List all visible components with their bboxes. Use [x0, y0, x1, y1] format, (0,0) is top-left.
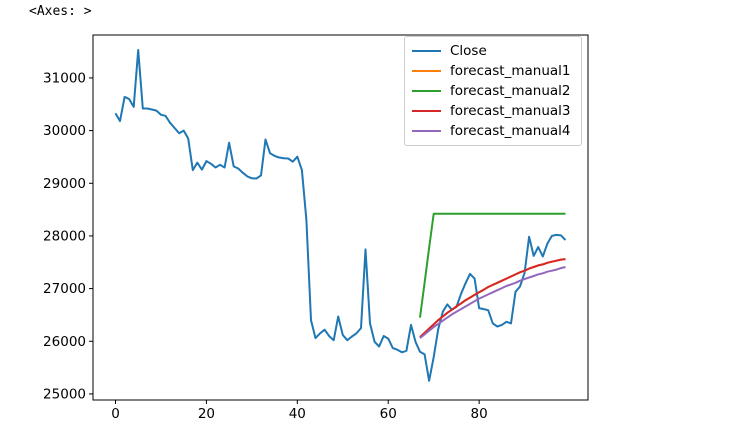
close-line — [114, 49, 567, 382]
y-tick-label: 30000 — [43, 123, 86, 139]
legend-item-close: Close — [412, 42, 573, 59]
y-tick-label: 25000 — [43, 386, 86, 402]
legend-item-forecast-manual3: forecast_manual3 — [412, 102, 573, 119]
y-tick-label: 29000 — [43, 176, 86, 192]
legend-swatch — [412, 110, 441, 112]
legend-swatch — [412, 50, 441, 52]
forecast-manual2-line — [419, 212, 566, 318]
legend-item-forecast-manual2: forecast_manual2 — [412, 82, 573, 99]
legend-swatch — [412, 90, 441, 92]
legend-swatch — [412, 130, 441, 132]
legend-label: forecast_manual3 — [450, 102, 571, 119]
x-tick-label: 0 — [111, 406, 120, 422]
legend-label: forecast_manual2 — [450, 82, 571, 99]
forecast-manual3-line — [419, 258, 566, 338]
x-tick-label: 60 — [380, 406, 397, 422]
y-tick-label: 28000 — [43, 228, 86, 244]
legend-item-forecast-manual4: forecast_manual4 — [412, 122, 573, 139]
y-tick-label: 27000 — [43, 281, 86, 297]
legend-label: forecast_manual4 — [450, 122, 571, 139]
axes-frame — [92, 34, 589, 401]
forecast-manual4-line — [419, 266, 566, 339]
legend-label: forecast_manual1 — [450, 62, 571, 79]
axes-repr-text: <Axes: > — [29, 4, 92, 19]
y-tick-label: 26000 — [43, 334, 86, 350]
x-tick-label: 40 — [289, 406, 306, 422]
y-tick-label: 31000 — [43, 70, 86, 86]
x-tick-label: 20 — [198, 406, 215, 422]
forecast-manual1-line — [419, 258, 566, 338]
x-tick-label: 80 — [471, 406, 488, 422]
legend-label: Close — [450, 42, 487, 59]
legend-item-forecast-manual1: forecast_manual1 — [412, 62, 573, 79]
legend-swatch — [412, 70, 441, 72]
